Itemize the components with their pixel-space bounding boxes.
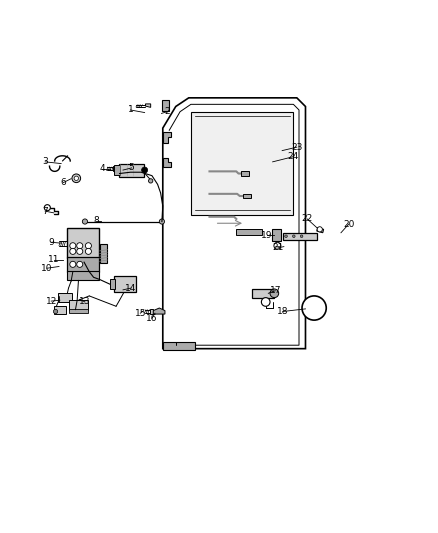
Text: 7: 7 xyxy=(42,207,48,216)
Circle shape xyxy=(285,235,287,238)
Circle shape xyxy=(302,296,326,320)
Circle shape xyxy=(77,248,83,254)
Polygon shape xyxy=(153,308,165,314)
Bar xyxy=(58,293,72,302)
Bar xyxy=(243,194,251,198)
Circle shape xyxy=(53,309,58,313)
Circle shape xyxy=(44,205,50,211)
Polygon shape xyxy=(113,166,117,172)
Text: 10: 10 xyxy=(41,264,53,273)
Polygon shape xyxy=(163,132,170,143)
Polygon shape xyxy=(67,240,70,247)
Circle shape xyxy=(74,176,78,181)
Circle shape xyxy=(141,167,148,173)
Text: 19: 19 xyxy=(261,231,272,240)
Text: 13: 13 xyxy=(79,297,91,306)
Bar xyxy=(272,229,281,241)
Bar xyxy=(162,100,169,111)
Text: 17: 17 xyxy=(269,286,281,295)
Circle shape xyxy=(72,174,81,183)
Circle shape xyxy=(77,243,83,249)
Text: 3: 3 xyxy=(42,157,48,166)
Bar xyxy=(163,342,195,350)
Polygon shape xyxy=(145,104,151,107)
Bar xyxy=(119,164,144,176)
Text: 18: 18 xyxy=(277,307,289,316)
Circle shape xyxy=(317,227,322,232)
Bar xyxy=(252,289,274,297)
Circle shape xyxy=(274,243,281,249)
Text: 5: 5 xyxy=(129,164,134,172)
Circle shape xyxy=(159,219,165,224)
Circle shape xyxy=(293,235,295,238)
Circle shape xyxy=(85,243,92,249)
Text: 9: 9 xyxy=(48,238,54,247)
Polygon shape xyxy=(150,309,153,313)
Circle shape xyxy=(82,219,88,224)
Text: 23: 23 xyxy=(291,143,303,152)
Text: 8: 8 xyxy=(93,216,99,225)
Text: 21: 21 xyxy=(272,244,283,253)
Text: 12: 12 xyxy=(46,296,57,305)
Text: 16: 16 xyxy=(146,314,158,323)
Circle shape xyxy=(70,261,76,268)
Polygon shape xyxy=(317,228,324,233)
Bar xyxy=(54,306,66,314)
Polygon shape xyxy=(163,98,305,349)
Text: 1: 1 xyxy=(127,106,133,115)
Bar xyxy=(68,309,88,313)
Bar xyxy=(241,172,249,176)
Circle shape xyxy=(261,297,270,306)
Text: 22: 22 xyxy=(302,214,313,223)
Circle shape xyxy=(270,289,279,297)
Text: 15: 15 xyxy=(134,309,146,318)
Bar xyxy=(283,233,317,240)
Text: 20: 20 xyxy=(343,220,354,229)
Bar xyxy=(114,165,120,175)
Bar xyxy=(67,257,99,272)
Bar xyxy=(100,244,107,263)
Circle shape xyxy=(70,243,76,249)
Bar xyxy=(68,300,88,310)
Text: 4: 4 xyxy=(99,164,105,173)
Text: 11: 11 xyxy=(48,255,60,264)
Text: 14: 14 xyxy=(125,284,137,293)
Bar xyxy=(114,276,136,293)
Bar xyxy=(110,279,115,289)
Bar xyxy=(67,271,99,280)
Circle shape xyxy=(300,235,303,238)
Bar xyxy=(236,229,262,236)
Circle shape xyxy=(148,179,153,183)
Circle shape xyxy=(85,248,92,254)
Circle shape xyxy=(77,261,83,268)
Bar xyxy=(67,228,99,258)
Polygon shape xyxy=(163,158,170,167)
Text: 6: 6 xyxy=(60,178,66,187)
Polygon shape xyxy=(191,112,293,215)
Circle shape xyxy=(70,248,76,254)
Text: 24: 24 xyxy=(288,152,299,161)
Text: 2: 2 xyxy=(164,107,170,116)
